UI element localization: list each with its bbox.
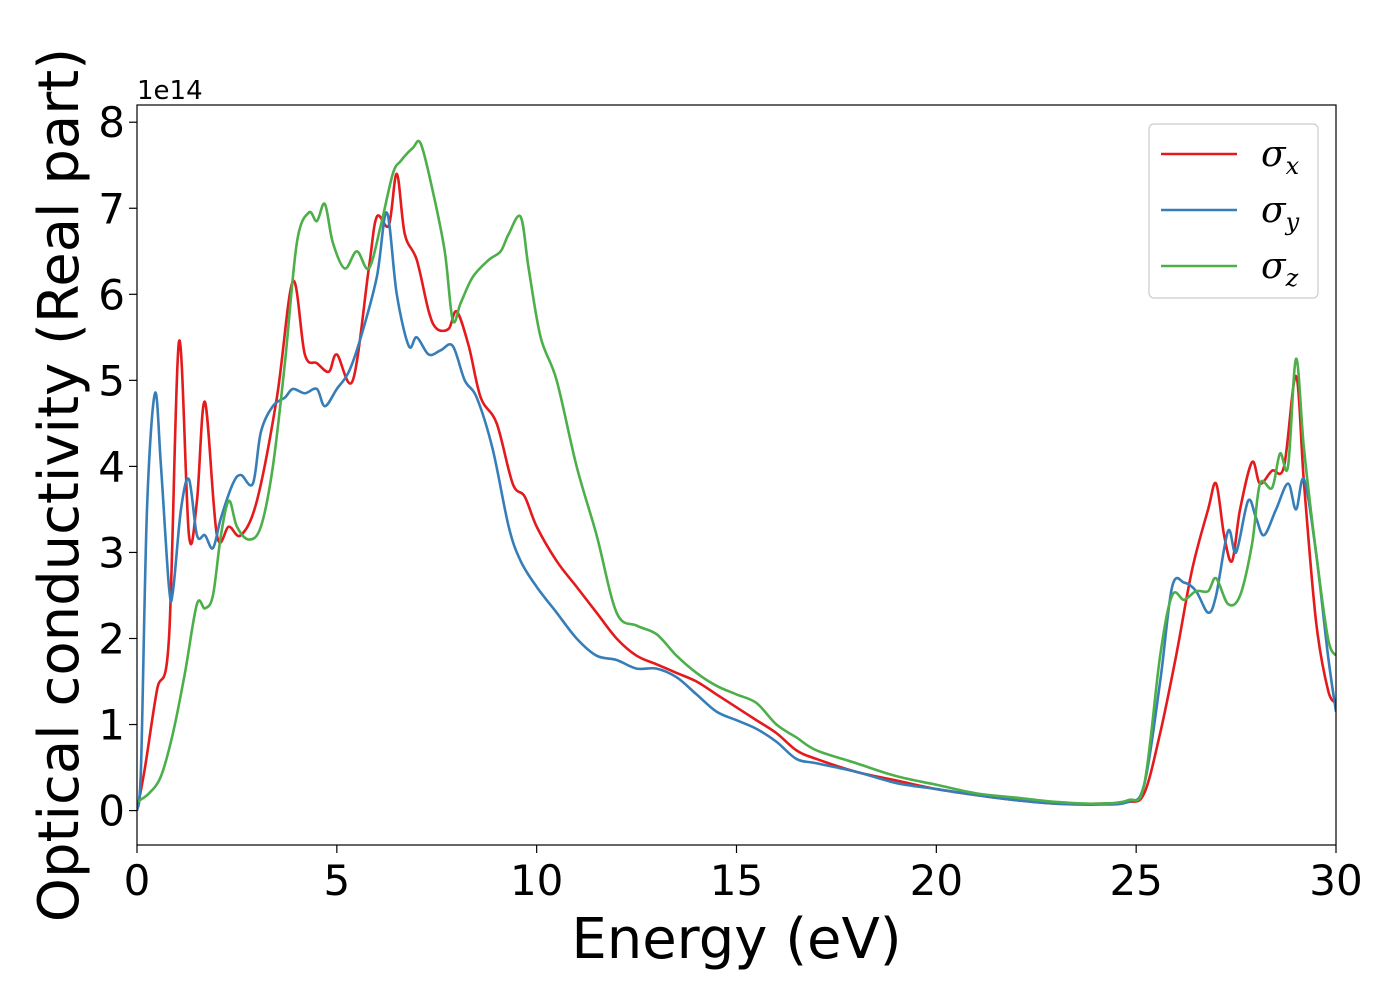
legend-label-subscript: x <box>1286 152 1300 180</box>
y-axis-ticks: 0 1 2 3 4 5 6 7 8 <box>98 98 137 836</box>
x-axis-label: Energy (eV) <box>571 907 901 972</box>
x-tick-label: 0 <box>124 856 151 905</box>
x-tick-label: 15 <box>710 856 763 905</box>
y-axis-label: Optical conductivity (Real part) <box>27 48 92 922</box>
x-axis-ticks: 0 5 10 15 20 25 30 <box>124 845 1363 905</box>
plot-area <box>136 104 1337 846</box>
y-tick-label: 0 <box>98 787 125 836</box>
y-tick-label: 8 <box>98 98 125 147</box>
y-tick-label: 2 <box>98 614 125 663</box>
x-tick-label: 10 <box>510 856 563 905</box>
y-tick-label: 7 <box>98 184 125 233</box>
x-tick-label: 20 <box>910 856 963 905</box>
legend-label-x: σx <box>1261 134 1300 180</box>
x-tick-label: 30 <box>1309 856 1362 905</box>
legend-label-subscript: y <box>1285 208 1300 236</box>
x-tick-label: 25 <box>1109 856 1162 905</box>
y-tick-label: 6 <box>98 270 125 319</box>
x-tick-label: 5 <box>323 856 350 905</box>
legend-label-z: σz <box>1261 246 1299 292</box>
series-line-z <box>137 139 1336 806</box>
legend-label-y: σy <box>1261 190 1300 236</box>
y-axis-offset-label: 1e14 <box>137 76 203 106</box>
y-tick-label: 5 <box>98 356 125 405</box>
legend-label-subscript: z <box>1285 264 1299 292</box>
legend-label-symbol: σ <box>1261 246 1287 287</box>
legend-label-symbol: σ <box>1261 190 1287 231</box>
series-layer <box>137 139 1336 811</box>
y-tick-label: 1 <box>98 701 125 750</box>
y-tick-label: 3 <box>98 528 125 577</box>
legend-label-symbol: σ <box>1261 134 1287 175</box>
y-tick-label: 4 <box>98 442 125 491</box>
series-line-y <box>137 211 1336 811</box>
